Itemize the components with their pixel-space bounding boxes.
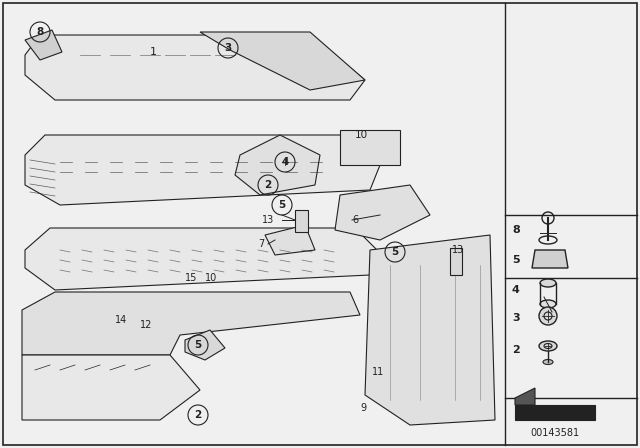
Polygon shape <box>25 35 365 100</box>
Text: 2: 2 <box>264 180 271 190</box>
Text: 1: 1 <box>150 47 157 57</box>
Polygon shape <box>515 405 595 420</box>
Text: 3: 3 <box>225 43 232 53</box>
Text: 4: 4 <box>512 285 520 295</box>
Polygon shape <box>200 32 365 90</box>
Text: 13: 13 <box>452 245 464 255</box>
Text: 11: 11 <box>372 367 384 377</box>
FancyBboxPatch shape <box>3 3 637 445</box>
Polygon shape <box>185 330 225 360</box>
Text: 5: 5 <box>195 340 202 350</box>
Text: 14: 14 <box>115 315 127 325</box>
Text: 5: 5 <box>278 200 285 210</box>
Text: 8: 8 <box>512 225 520 235</box>
Polygon shape <box>25 228 385 290</box>
Polygon shape <box>235 135 320 195</box>
Text: 9: 9 <box>360 403 366 413</box>
Text: 00143581: 00143581 <box>531 428 580 438</box>
Ellipse shape <box>540 300 556 308</box>
Ellipse shape <box>539 341 557 351</box>
Text: 3: 3 <box>512 313 520 323</box>
Polygon shape <box>532 250 568 268</box>
Text: 15: 15 <box>185 273 197 283</box>
Text: 6: 6 <box>352 215 358 225</box>
Polygon shape <box>295 210 308 232</box>
Ellipse shape <box>543 359 553 365</box>
Text: 13: 13 <box>262 215 275 225</box>
Polygon shape <box>22 355 200 420</box>
Text: 8: 8 <box>36 27 44 37</box>
Circle shape <box>539 307 557 325</box>
Text: 10: 10 <box>355 130 368 140</box>
Polygon shape <box>25 135 380 205</box>
Polygon shape <box>335 185 430 240</box>
Text: 12: 12 <box>140 320 152 330</box>
Polygon shape <box>22 292 360 355</box>
Ellipse shape <box>540 279 556 287</box>
Polygon shape <box>25 30 62 60</box>
Text: 5: 5 <box>512 255 520 265</box>
Polygon shape <box>365 235 495 425</box>
Polygon shape <box>340 130 400 165</box>
Text: 4: 4 <box>282 157 289 167</box>
Text: 10: 10 <box>205 273 217 283</box>
Text: 2: 2 <box>512 345 520 355</box>
Polygon shape <box>450 248 462 275</box>
Polygon shape <box>515 388 535 405</box>
Text: 7: 7 <box>258 239 264 249</box>
Text: 2: 2 <box>195 410 202 420</box>
Polygon shape <box>265 225 315 255</box>
Text: 5: 5 <box>392 247 399 257</box>
